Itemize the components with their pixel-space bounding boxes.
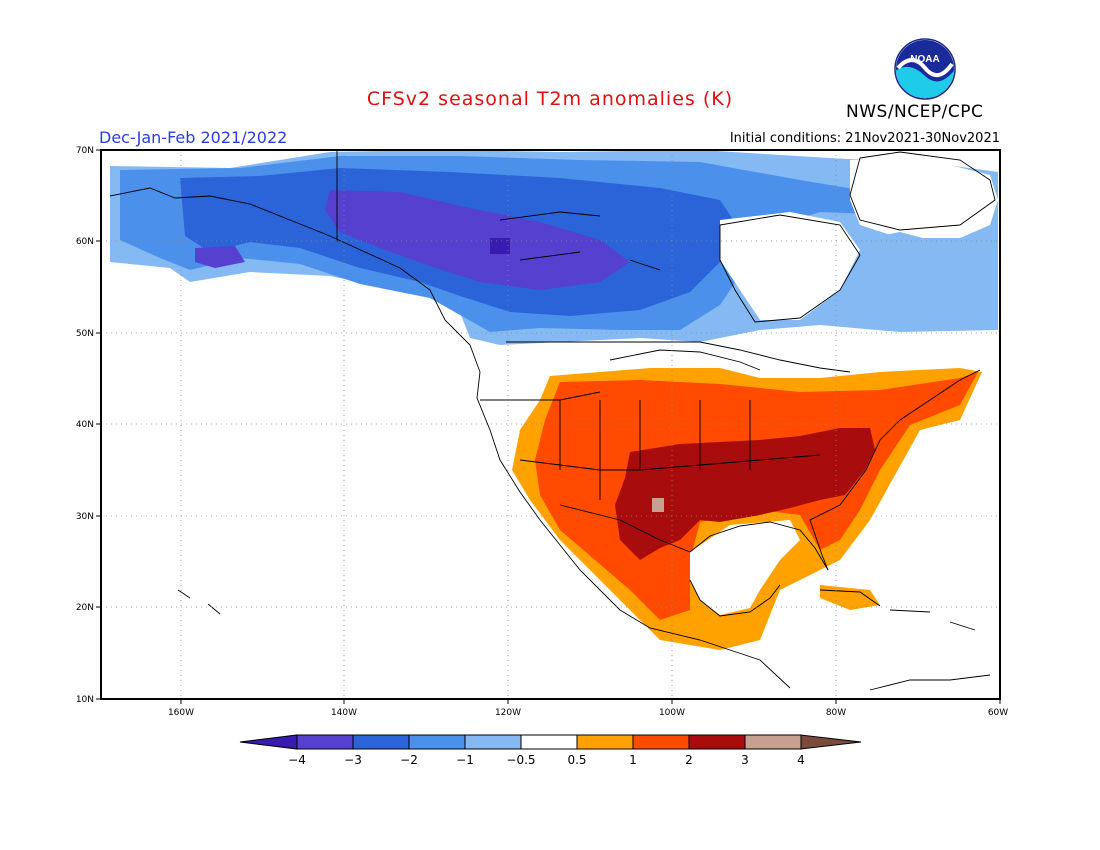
colorbar-swatch <box>744 734 802 750</box>
colorbar-label: 1 <box>629 753 637 767</box>
lat-label: 50N <box>76 329 94 339</box>
colorbar-swatch <box>296 734 354 750</box>
colorbar-label: 2 <box>685 753 693 767</box>
agency-label: NWS/NCEP/CPC <box>846 102 984 122</box>
season-label: Dec-Jan-Feb 2021/2022 <box>99 128 288 147</box>
colorbar-swatch <box>688 734 746 750</box>
colorbar-label: −4 <box>288 753 306 767</box>
lon-label: 80W <box>826 708 846 718</box>
lat-label: 20N <box>76 603 94 613</box>
colorbar-label: −0.5 <box>506 753 535 767</box>
colorbar-label: 3 <box>741 753 749 767</box>
colorbar-label: −2 <box>400 753 418 767</box>
anomaly-region-purple <box>325 190 630 290</box>
colorbar-label: 4 <box>797 753 805 767</box>
colorbar-swatch <box>800 734 862 750</box>
colorbar-labels: −4 −3 −2 −1 −0.5 0.5 1 2 3 4 <box>288 753 805 767</box>
noaa-logo: NOAA <box>894 38 956 100</box>
lon-label: 160W <box>168 708 194 718</box>
lon-label: 120W <box>495 708 521 718</box>
lat-label: 70N <box>76 146 94 156</box>
initial-conditions-label: Initial conditions: 21Nov2021-30Nov2021 <box>729 131 1000 146</box>
lat-label: 30N <box>76 512 94 522</box>
anomaly-region-dark-red <box>615 428 875 560</box>
chart-title: CFSv2 seasonal T2m anomalies (K) <box>366 88 734 110</box>
colorbar-legend <box>239 734 862 750</box>
colorbar-label: 0.5 <box>567 753 586 767</box>
colorbar-label: −1 <box>456 753 474 767</box>
colorbar-swatch <box>576 734 634 750</box>
lon-label: 100W <box>659 708 685 718</box>
colorbar-swatch <box>632 734 690 750</box>
colorbar-label: −3 <box>344 753 362 767</box>
colorbar-swatch <box>408 734 466 750</box>
lon-label: 140W <box>331 708 357 718</box>
lat-label: 10N <box>76 695 94 705</box>
lon-label: 60W <box>988 708 1008 718</box>
lat-label: 60N <box>76 237 94 247</box>
lat-label: 40N <box>76 420 94 430</box>
colorbar-swatch <box>352 734 410 750</box>
logo-text: NOAA <box>910 54 939 65</box>
colorbar-swatch <box>464 734 522 750</box>
colorbar-swatch <box>520 734 578 750</box>
colorbar-swatch <box>239 734 298 750</box>
